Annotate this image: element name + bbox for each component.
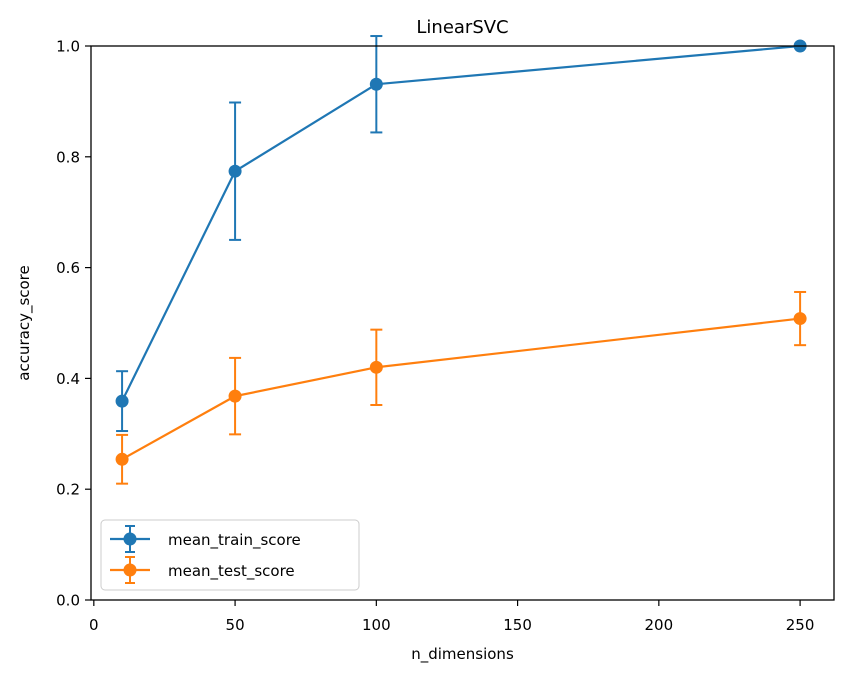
data-point [793,312,807,326]
series-mean_test_score [115,290,807,485]
data-point [369,77,383,91]
legend-marker [123,532,137,546]
legend-box [100,519,360,591]
x-tick-label: 150 [503,616,532,634]
data-point [369,360,383,374]
x-axis-label: n_dimensions [411,645,514,664]
plot-marks [115,35,807,485]
legend-marker [123,563,137,577]
axes-frame [90,45,835,601]
legend: mean_train_score mean_test_score [100,519,360,591]
series-mean_train_score [115,35,807,433]
x-tick-label: 0 [89,616,99,634]
y-axis-label: accuracy_score [15,265,34,380]
chart-title: LinearSVC [416,17,508,38]
y-axis: 0.0 0.2 0.4 0.6 0.8 1.0 [56,38,91,610]
y-tick-label: 0.4 [56,370,80,388]
data-point [115,452,129,466]
legend-label: mean_train_score [168,531,301,550]
x-axis: 0 50 100 150 200 250 [89,600,814,634]
y-tick-label: 1.0 [56,38,80,56]
y-tick-label: 0.0 [56,592,80,610]
data-point [228,164,242,178]
x-tick-label: 200 [645,616,674,634]
x-tick-label: 50 [226,616,245,634]
y-tick-label: 0.2 [56,481,80,499]
x-tick-label: 100 [362,616,391,634]
data-point [228,389,242,403]
y-tick-label: 0.6 [56,259,80,277]
legend-label: mean_test_score [168,562,295,581]
data-point [115,394,129,408]
series-line [121,317,801,461]
x-tick-label: 250 [786,616,815,634]
y-tick-label: 0.8 [56,148,80,166]
series-line [121,44,801,402]
